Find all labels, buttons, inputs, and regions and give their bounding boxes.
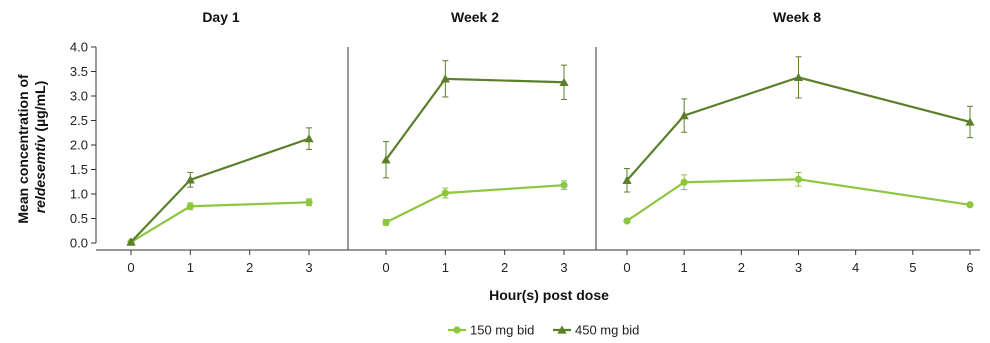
series-150-mg-bid (127, 198, 313, 246)
data-point (126, 237, 136, 246)
panel-title: Week 2 (451, 9, 499, 25)
panel-title: Week 8 (773, 9, 821, 25)
legend-item-150-mg-bid: 150 mg bid (448, 323, 534, 338)
data-point (381, 155, 391, 164)
x-tick-label: 0 (382, 260, 389, 275)
y-axis: 0.0 0.5 1.0 1.5 2.0 2.5 3.0 3.5 4.0 (70, 40, 97, 251)
data-point (680, 178, 688, 186)
series-450-mg-bid (381, 60, 569, 179)
x-tick-label: 4 (852, 260, 859, 275)
y-axis-title-italic: reldesemtiv (32, 134, 48, 213)
legend-label: 150 mg bid (470, 323, 534, 338)
x-tick-label: 2 (501, 260, 508, 275)
x-axis-title: Hour(s) post dose (489, 287, 609, 303)
x-tick-label: 3 (560, 260, 567, 275)
legend-marker (453, 326, 461, 334)
x-tick-label: 1 (187, 260, 194, 275)
panel-week-8: Week 8 0 1 2 3 4 5 6 (622, 9, 975, 275)
data-point (965, 117, 975, 126)
y-axis-title: Mean concentration of reldesemtiv (µg/mL… (15, 70, 48, 223)
data-point (304, 134, 314, 143)
x-tick-label: 5 (909, 260, 916, 275)
data-point (793, 72, 804, 82)
series-line (385, 184, 565, 224)
series-150-mg-bid (623, 171, 974, 225)
series-450-mg-bid (126, 127, 314, 246)
panel-week-2: Week 2 0 1 2 3 (381, 9, 569, 275)
data-point (441, 189, 449, 197)
x-tick-label: 1 (442, 260, 449, 275)
y-tick-label: 3.5 (70, 64, 88, 79)
data-point (559, 77, 569, 86)
series-450-mg-bid (622, 56, 975, 193)
x-tick-label: 3 (795, 260, 802, 275)
y-axis-title-line1: Mean concentration of (15, 74, 31, 224)
data-point (382, 218, 390, 227)
data-point (185, 175, 195, 184)
legend-item-450-mg-bid: 450 mg bid (553, 323, 639, 338)
y-axis-title-unit: (µg/mL) (32, 81, 48, 136)
x-tick-label: 2 (738, 260, 745, 275)
series-line (626, 76, 971, 182)
data-point (623, 217, 631, 225)
series-line (626, 178, 971, 222)
data-point (560, 181, 568, 189)
y-tick-label: 3.0 (70, 89, 88, 104)
panel-title: Day 1 (202, 9, 240, 25)
data-point (794, 175, 803, 183)
series-line (385, 77, 565, 161)
x-tick-label: 2 (246, 260, 253, 275)
y-tick-label: 0.0 (70, 236, 88, 251)
y-tick-label: 0.5 (70, 211, 88, 226)
data-point (440, 74, 450, 83)
y-tick-label: 2.0 (70, 138, 88, 153)
y-tick-label: 1.5 (70, 162, 88, 177)
data-point (305, 198, 313, 206)
y-tick-label: 4.0 (70, 40, 88, 55)
legend-label: 450 mg bid (575, 323, 639, 338)
x-tick-label: 0 (623, 260, 630, 275)
series-150-mg-bid (382, 180, 568, 227)
data-point (966, 201, 974, 209)
panel-day-1: Day 1 0 1 2 3 (126, 9, 314, 275)
x-tick-label: 0 (127, 260, 134, 275)
y-tick-label: 2.5 (70, 113, 88, 128)
data-point (622, 175, 632, 184)
data-point (679, 111, 689, 120)
series-line (130, 201, 310, 243)
data-point (186, 202, 194, 210)
x-tick-label: 6 (966, 260, 973, 275)
x-tick-label: 3 (305, 260, 312, 275)
x-tick-label: 1 (681, 260, 688, 275)
legend-marker (557, 325, 567, 334)
legend: 150 mg bid 450 mg bid (448, 323, 639, 338)
y-tick-label: 1.0 (70, 187, 88, 202)
